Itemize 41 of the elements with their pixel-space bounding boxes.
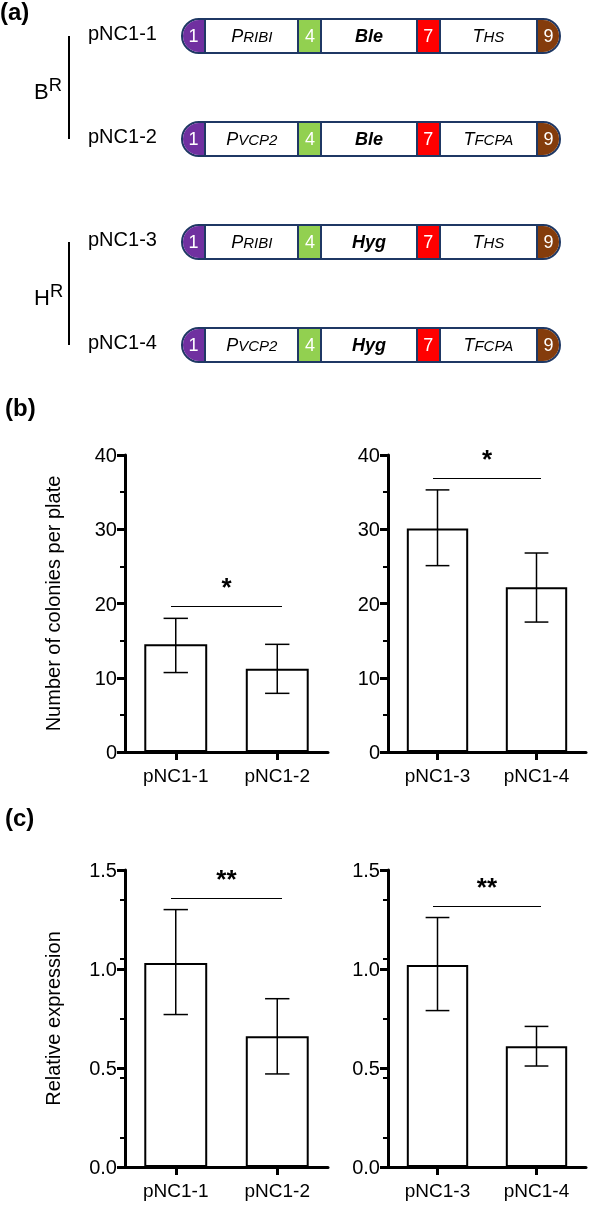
y-tick-label: 30 (357, 518, 380, 541)
y-tick-label: 1.0 (89, 958, 117, 980)
y-tick-label: 30 (94, 518, 117, 541)
x-tick-label: pNC1-4 (503, 1180, 570, 1201)
y-tick-label: 0 (105, 741, 117, 763)
y-tick-label: 40 (357, 444, 380, 466)
y-tick-label: 1.5 (89, 859, 117, 881)
x-tick-label: pNC1-2 (244, 1180, 310, 1201)
x-tick-label: pNC1-4 (503, 765, 570, 786)
y-tick-label: 1.0 (352, 958, 380, 980)
y-tick-label: 10 (357, 666, 380, 689)
text: (a) (0, 0, 30, 26)
y-axis-title: Number of colonies per plate (42, 475, 64, 732)
y-tick-label: 40 (94, 444, 117, 466)
y-tick-label: 20 (357, 592, 380, 615)
y-tick-label: 1.5 (352, 859, 380, 881)
annotation: * (480, 443, 494, 475)
category-label: pNC1-3 (88, 228, 157, 251)
annotation: ** (475, 871, 499, 903)
annotation: * (220, 572, 233, 604)
annotation: ** (215, 863, 238, 895)
category-label: pNC1-4 (88, 331, 157, 354)
y-tick-label: 10 (94, 666, 117, 689)
category-label: pNC1-2 (88, 125, 157, 148)
text: B$^{R}$ (34, 73, 62, 105)
x-tick-label: pNC1-1 (143, 765, 209, 786)
x-tick-label: pNC1-2 (244, 765, 310, 786)
text: H$^{R}$ (34, 279, 64, 311)
y-axis-title: Relative expression (42, 931, 64, 1106)
y-tick-label: 0.5 (352, 1057, 380, 1079)
y-tick-label: 0.0 (89, 1156, 117, 1178)
category-label: pNC1-1 (88, 22, 157, 45)
chart-title: (c) (5, 803, 35, 831)
y-tick-label: 0 (368, 741, 380, 763)
y-tick-label: 0.0 (352, 1156, 380, 1178)
y-tick-label: 0.5 (89, 1057, 117, 1079)
y-tick-label: 20 (94, 592, 117, 615)
x-tick-label: pNC1-1 (143, 1180, 209, 1201)
x-tick-label: pNC1-3 (404, 1180, 471, 1201)
chart-title: (b) (5, 393, 36, 421)
x-tick-label: pNC1-3 (404, 765, 471, 786)
